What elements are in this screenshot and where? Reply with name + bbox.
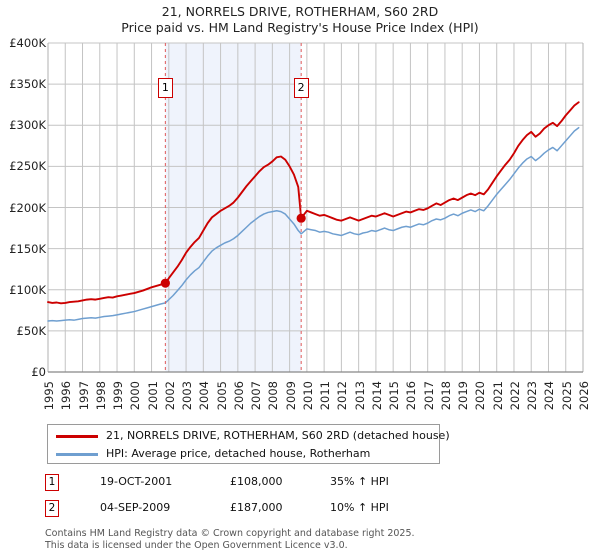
x-tick-label: 2010 <box>300 381 315 411</box>
page-subtitle: Price paid vs. HM Land Registry's House … <box>121 20 479 35</box>
chart-legend: 21, NORRELS DRIVE, ROTHERHAM, S60 2RD (d… <box>47 424 450 464</box>
table-row: 2 04-SEP-2009 £187,000 10% ↑ HPI <box>45 498 465 524</box>
y-tick-label: £150K <box>9 241 46 256</box>
legend-label-hpi: HPI: Average price, detached house, Roth… <box>106 447 371 460</box>
x-tick-label: 2022 <box>507 381 522 411</box>
table-row: 1 19-OCT-2001 £108,000 35% ↑ HPI <box>45 472 465 498</box>
x-tick-label: 2024 <box>542 381 557 411</box>
x-tick-label: 2007 <box>249 381 264 411</box>
y-tick-label: £0 <box>31 365 46 379</box>
x-tick-label: 2008 <box>266 381 281 411</box>
x-tick-label: 2005 <box>214 381 229 411</box>
transaction-date-2: 04-SEP-2009 <box>100 501 171 514</box>
y-axis-tick-labels: £0 £50K £100K £150K £200K £250K £300K £350K £400… <box>0 36 46 381</box>
x-tick-label: 2013 <box>352 381 367 411</box>
y-tick-label: £250K <box>9 159 46 174</box>
y-tick-label: £100K <box>9 282 46 297</box>
x-tick-label: 2016 <box>404 381 419 411</box>
x-tick-label: 1995 <box>42 381 56 411</box>
x-tick-label: 2021 <box>490 381 505 411</box>
transaction-badge-1: 1 <box>45 474 59 491</box>
x-tick-label: 2012 <box>335 381 350 411</box>
x-tick-label: 2000 <box>128 381 143 411</box>
transaction-price-1: £108,000 <box>230 475 283 488</box>
x-tick-label: 2020 <box>473 381 488 411</box>
x-tick-label: 1998 <box>93 381 108 411</box>
legend-item-property: 21, NORRELS DRIVE, ROTHERHAM, S60 2RD (d… <box>48 426 450 446</box>
page-title: 21, NORRELS DRIVE, ROTHERHAM, S60 2RD <box>161 4 439 19</box>
transaction-hpi-delta-2: 10% ↑ HPI <box>330 501 389 514</box>
x-tick-label: 2023 <box>525 381 540 411</box>
chart-title-block: 21, NORRELS DRIVE, ROTHERHAM, S60 2RD Pr… <box>0 4 600 36</box>
y-tick-label: £400K <box>9 36 46 50</box>
x-tick-label: 2004 <box>197 381 212 411</box>
transaction-badge-2: 2 <box>45 500 59 517</box>
legend-label-property: 21, NORRELS DRIVE, ROTHERHAM, S60 2RD (d… <box>106 429 450 442</box>
x-tick-label: 1997 <box>76 381 91 411</box>
legend-swatch-hpi <box>56 453 98 456</box>
y-tick-label: £350K <box>9 77 46 92</box>
x-tick-label: 1996 <box>59 381 74 411</box>
footer-line-2: This data is licensed under the Open Gov… <box>45 539 348 551</box>
x-tick-label: 2019 <box>456 381 471 411</box>
transaction-date-1: 19-OCT-2001 <box>100 475 173 488</box>
y-tick-label: £50K <box>16 323 47 338</box>
y-tick-label: £200K <box>9 200 46 215</box>
x-tick-label: 1999 <box>111 381 126 411</box>
chart-container: £0 £50K £100K £150K £200K £250K £300K £350K £400… <box>0 36 600 381</box>
x-tick-label: 2001 <box>145 381 160 411</box>
y-tick-label: £300K <box>9 118 46 133</box>
x-tick-label: 2018 <box>438 381 453 411</box>
x-tick-label: 2002 <box>162 381 177 411</box>
legend-item-hpi: HPI: Average price, detached house, Roth… <box>48 444 439 464</box>
x-tick-label: 2003 <box>180 381 195 411</box>
price-line-chart <box>47 42 584 373</box>
x-tick-label: 2025 <box>559 381 574 411</box>
chart-marker-flag-1: 1 <box>157 78 173 98</box>
x-axis-tick-labels: 1995 1996 1997 1998 1999 2000 2001 2002 2003 2004… <box>0 381 600 429</box>
legend-swatch-property <box>56 435 98 438</box>
x-tick-label: 2009 <box>283 381 298 411</box>
x-tick-label: 2011 <box>318 381 333 411</box>
x-tick-label: 2015 <box>387 381 402 411</box>
transaction-price-2: £187,000 <box>230 501 283 514</box>
x-tick-label: 2014 <box>369 381 384 411</box>
transactions-table: 1 19-OCT-2001 £108,000 35% ↑ HPI 2 04-SE… <box>45 472 465 524</box>
transaction-hpi-delta-1: 35% ↑ HPI <box>330 475 389 488</box>
copyright-footer: Contains HM Land Registry data © Crown c… <box>45 528 585 551</box>
x-tick-label: 2026 <box>577 381 591 411</box>
footer-line-1: Contains HM Land Registry data © Crown c… <box>45 528 415 539</box>
x-tick-label: 2006 <box>231 381 246 411</box>
x-tick-label: 2017 <box>421 381 436 411</box>
chart-marker-flag-2: 2 <box>293 78 309 98</box>
